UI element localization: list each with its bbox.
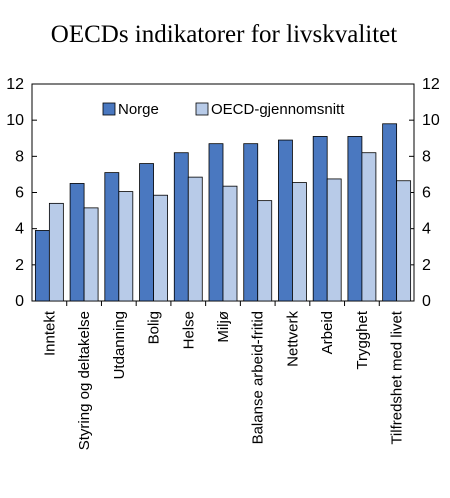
legend-swatch (195, 102, 209, 116)
bar-norge (69, 183, 85, 302)
legend-label: Norge (118, 101, 159, 118)
bar-oecd (153, 194, 168, 302)
x-tick-label: Styring og deltakelse (76, 311, 93, 450)
x-tick-label: Miljø (215, 311, 232, 343)
y-tick-label-left: 4 (15, 221, 24, 238)
y-tick-label-left: 2 (15, 257, 24, 274)
y-tick-label-left: 12 (6, 76, 24, 93)
bar-oecd (187, 176, 203, 302)
x-tick-label: Utdanning (111, 311, 128, 379)
bar-norge (139, 163, 154, 302)
x-tick-label: Inntekt (41, 310, 58, 356)
bar-norge (34, 230, 50, 302)
bar-norge (278, 139, 293, 302)
legend-label: OECD-gjennomsnitt (211, 101, 345, 118)
x-tick-label: Nettverk (284, 311, 301, 367)
y-tick-label-left: 8 (15, 148, 24, 165)
x-tick-label: Arbeid (319, 311, 336, 354)
x-tick-label: Tilfredshet med livet (389, 310, 406, 444)
bar-norge (382, 123, 398, 302)
bar-norge (312, 136, 328, 302)
y-tick-label-right: 0 (422, 293, 431, 310)
bar-norge (208, 143, 224, 302)
bar-norge (173, 152, 189, 302)
x-tick-label: Bolig (146, 311, 163, 344)
y-tick-label-left: 0 (15, 293, 24, 310)
y-tick-label-right: 10 (422, 112, 440, 129)
x-tick-label: Trygghet (354, 310, 371, 369)
bar-oecd (396, 180, 412, 302)
bar-norge (104, 172, 120, 302)
x-tick-label: Helse (180, 311, 197, 349)
y-tick-label-right: 8 (422, 148, 431, 165)
y-tick-label-left: 10 (6, 112, 24, 129)
y-tick-label-right: 12 (422, 76, 440, 93)
bar-norge (243, 143, 259, 302)
bar-oecd (83, 207, 99, 302)
bar-norge (347, 136, 363, 302)
y-tick-label-right: 4 (422, 221, 431, 238)
bar-oecd (292, 182, 307, 302)
plot-area: 0 0 2 2 4 4 6 6 8 8 10 10 12 12 Inntekt Styring og delt… (6, 76, 440, 450)
bar-oecd (222, 185, 238, 302)
bar-oecd (326, 178, 342, 302)
x-tick-label: Balanse arbeid-fritid (250, 311, 267, 444)
bar-oecd (257, 200, 273, 302)
y-tick-label-right: 2 (422, 257, 431, 274)
bar-oecd (361, 152, 377, 302)
chart-title: OECDs indikatorer for livskvalitet (51, 21, 398, 48)
bar-oecd (48, 202, 64, 302)
y-tick-label-right: 6 (422, 185, 431, 202)
bar-oecd (118, 191, 134, 302)
y-tick-label-left: 6 (15, 185, 24, 202)
legend-swatch (102, 102, 116, 116)
